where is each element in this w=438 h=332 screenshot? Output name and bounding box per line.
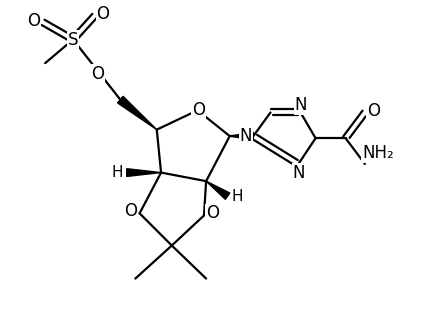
Text: O: O xyxy=(124,202,138,220)
Text: S: S xyxy=(68,31,78,48)
Text: O: O xyxy=(367,102,380,120)
Text: O: O xyxy=(97,5,110,23)
Text: H: H xyxy=(231,189,243,204)
Polygon shape xyxy=(117,96,157,129)
Text: O: O xyxy=(206,204,219,222)
Text: H: H xyxy=(112,165,123,180)
Text: NH₂: NH₂ xyxy=(362,144,394,162)
Text: O: O xyxy=(192,101,205,119)
Polygon shape xyxy=(127,169,161,176)
Text: N: N xyxy=(295,96,307,114)
Text: O: O xyxy=(91,65,104,83)
Text: N: N xyxy=(239,127,252,145)
Polygon shape xyxy=(206,181,230,199)
Polygon shape xyxy=(230,132,253,140)
Text: N: N xyxy=(293,164,305,182)
Text: O: O xyxy=(27,12,40,30)
